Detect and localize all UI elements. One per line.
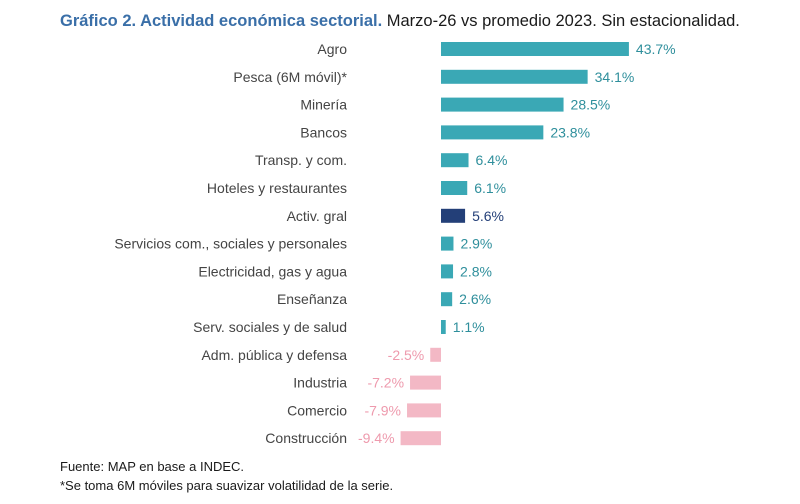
value-label: -2.5% — [388, 347, 425, 363]
bar-row: Pesca (6M móvil)* 34.1% — [233, 69, 634, 85]
category-label: Construcción — [265, 430, 347, 446]
bar — [441, 125, 544, 140]
bar — [441, 208, 466, 223]
bar — [441, 320, 446, 334]
source-note: Fuente: MAP en base a INDEC. — [60, 459, 245, 474]
category-label: Transp. y com. — [255, 152, 347, 168]
bar-row: Bancos 23.8% — [300, 124, 590, 140]
category-label: Comercio — [287, 402, 347, 418]
bar-chart: Agro 43.7% Pesca (6M móvil)* 34.1% Minería 28… — [114, 41, 675, 446]
category-label: Serv. sociales y de salud — [193, 319, 347, 335]
bar-row: Hoteles y restaurantes 6.1% — [207, 180, 506, 196]
category-label: Hoteles y restaurantes — [207, 180, 347, 196]
value-label: -7.9% — [364, 402, 401, 418]
category-label: Pesca (6M móvil)* — [233, 69, 347, 85]
value-label: 2.8% — [460, 263, 492, 279]
value-label: 5.6% — [472, 208, 504, 224]
bar-row: Comercio -7.9% — [287, 402, 441, 418]
value-label: 2.9% — [460, 236, 492, 252]
chart-subtitle: Marzo-26 vs promedio 2023. Sin estaciona… — [386, 12, 740, 30]
bar-row: Agro 43.7% — [317, 41, 675, 57]
value-label: 23.8% — [550, 124, 590, 140]
bar — [441, 264, 454, 279]
category-label: Industria — [293, 375, 347, 391]
value-label: -9.4% — [358, 430, 395, 446]
bar — [441, 69, 588, 84]
category-label: Servicios com., sociales y personales — [114, 236, 347, 252]
value-label: 1.1% — [453, 319, 485, 335]
bar-row: Construcción -9.4% — [265, 430, 441, 446]
value-label: 2.6% — [459, 291, 491, 307]
bar — [441, 181, 468, 195]
bar-row: Industria -7.2% — [293, 375, 441, 391]
bar — [407, 403, 441, 418]
value-label: 6.4% — [476, 152, 508, 168]
value-label: 43.7% — [636, 41, 676, 57]
category-label: Adm. pública y defensa — [201, 347, 347, 363]
bar-row: Adm. pública y defensa -2.5% — [201, 347, 441, 363]
bar — [441, 236, 454, 251]
category-label: Minería — [300, 97, 347, 113]
bar — [441, 42, 629, 56]
value-label: 28.5% — [571, 97, 611, 113]
category-label: Activ. gral — [287, 208, 347, 224]
category-label: Enseñanza — [277, 291, 347, 307]
category-label: Bancos — [300, 124, 347, 140]
bar-row: Transp. y com. 6.4% — [255, 152, 508, 168]
bar-row: Activ. gral 5.6% — [287, 208, 504, 224]
bar-row: Serv. sociales y de salud 1.1% — [193, 319, 484, 335]
value-label: -7.2% — [367, 375, 404, 391]
footnote: *Se toma 6M móviles para suavizar volati… — [60, 478, 394, 493]
bar-row: Electricidad, gas y agua 2.8% — [198, 263, 492, 279]
bar — [441, 97, 564, 112]
bar — [410, 375, 441, 390]
chart-title: Gráfico 2. Actividad económica sectorial… — [60, 12, 740, 31]
bar — [441, 153, 469, 168]
bar — [430, 347, 441, 362]
category-label: Electricidad, gas y agua — [198, 263, 347, 279]
bar-row: Enseñanza 2.6% — [277, 291, 491, 307]
category-label: Agro — [317, 41, 347, 57]
bar — [441, 292, 453, 307]
chart-title-bold: Gráfico 2. Actividad económica sectorial… — [60, 12, 383, 30]
value-label: 6.1% — [474, 180, 506, 196]
value-label: 34.1% — [595, 69, 635, 85]
bar — [400, 431, 441, 446]
bar-row: Servicios com., sociales y personales 2.9… — [114, 236, 492, 252]
bar-row: Minería 28.5% — [300, 97, 610, 113]
